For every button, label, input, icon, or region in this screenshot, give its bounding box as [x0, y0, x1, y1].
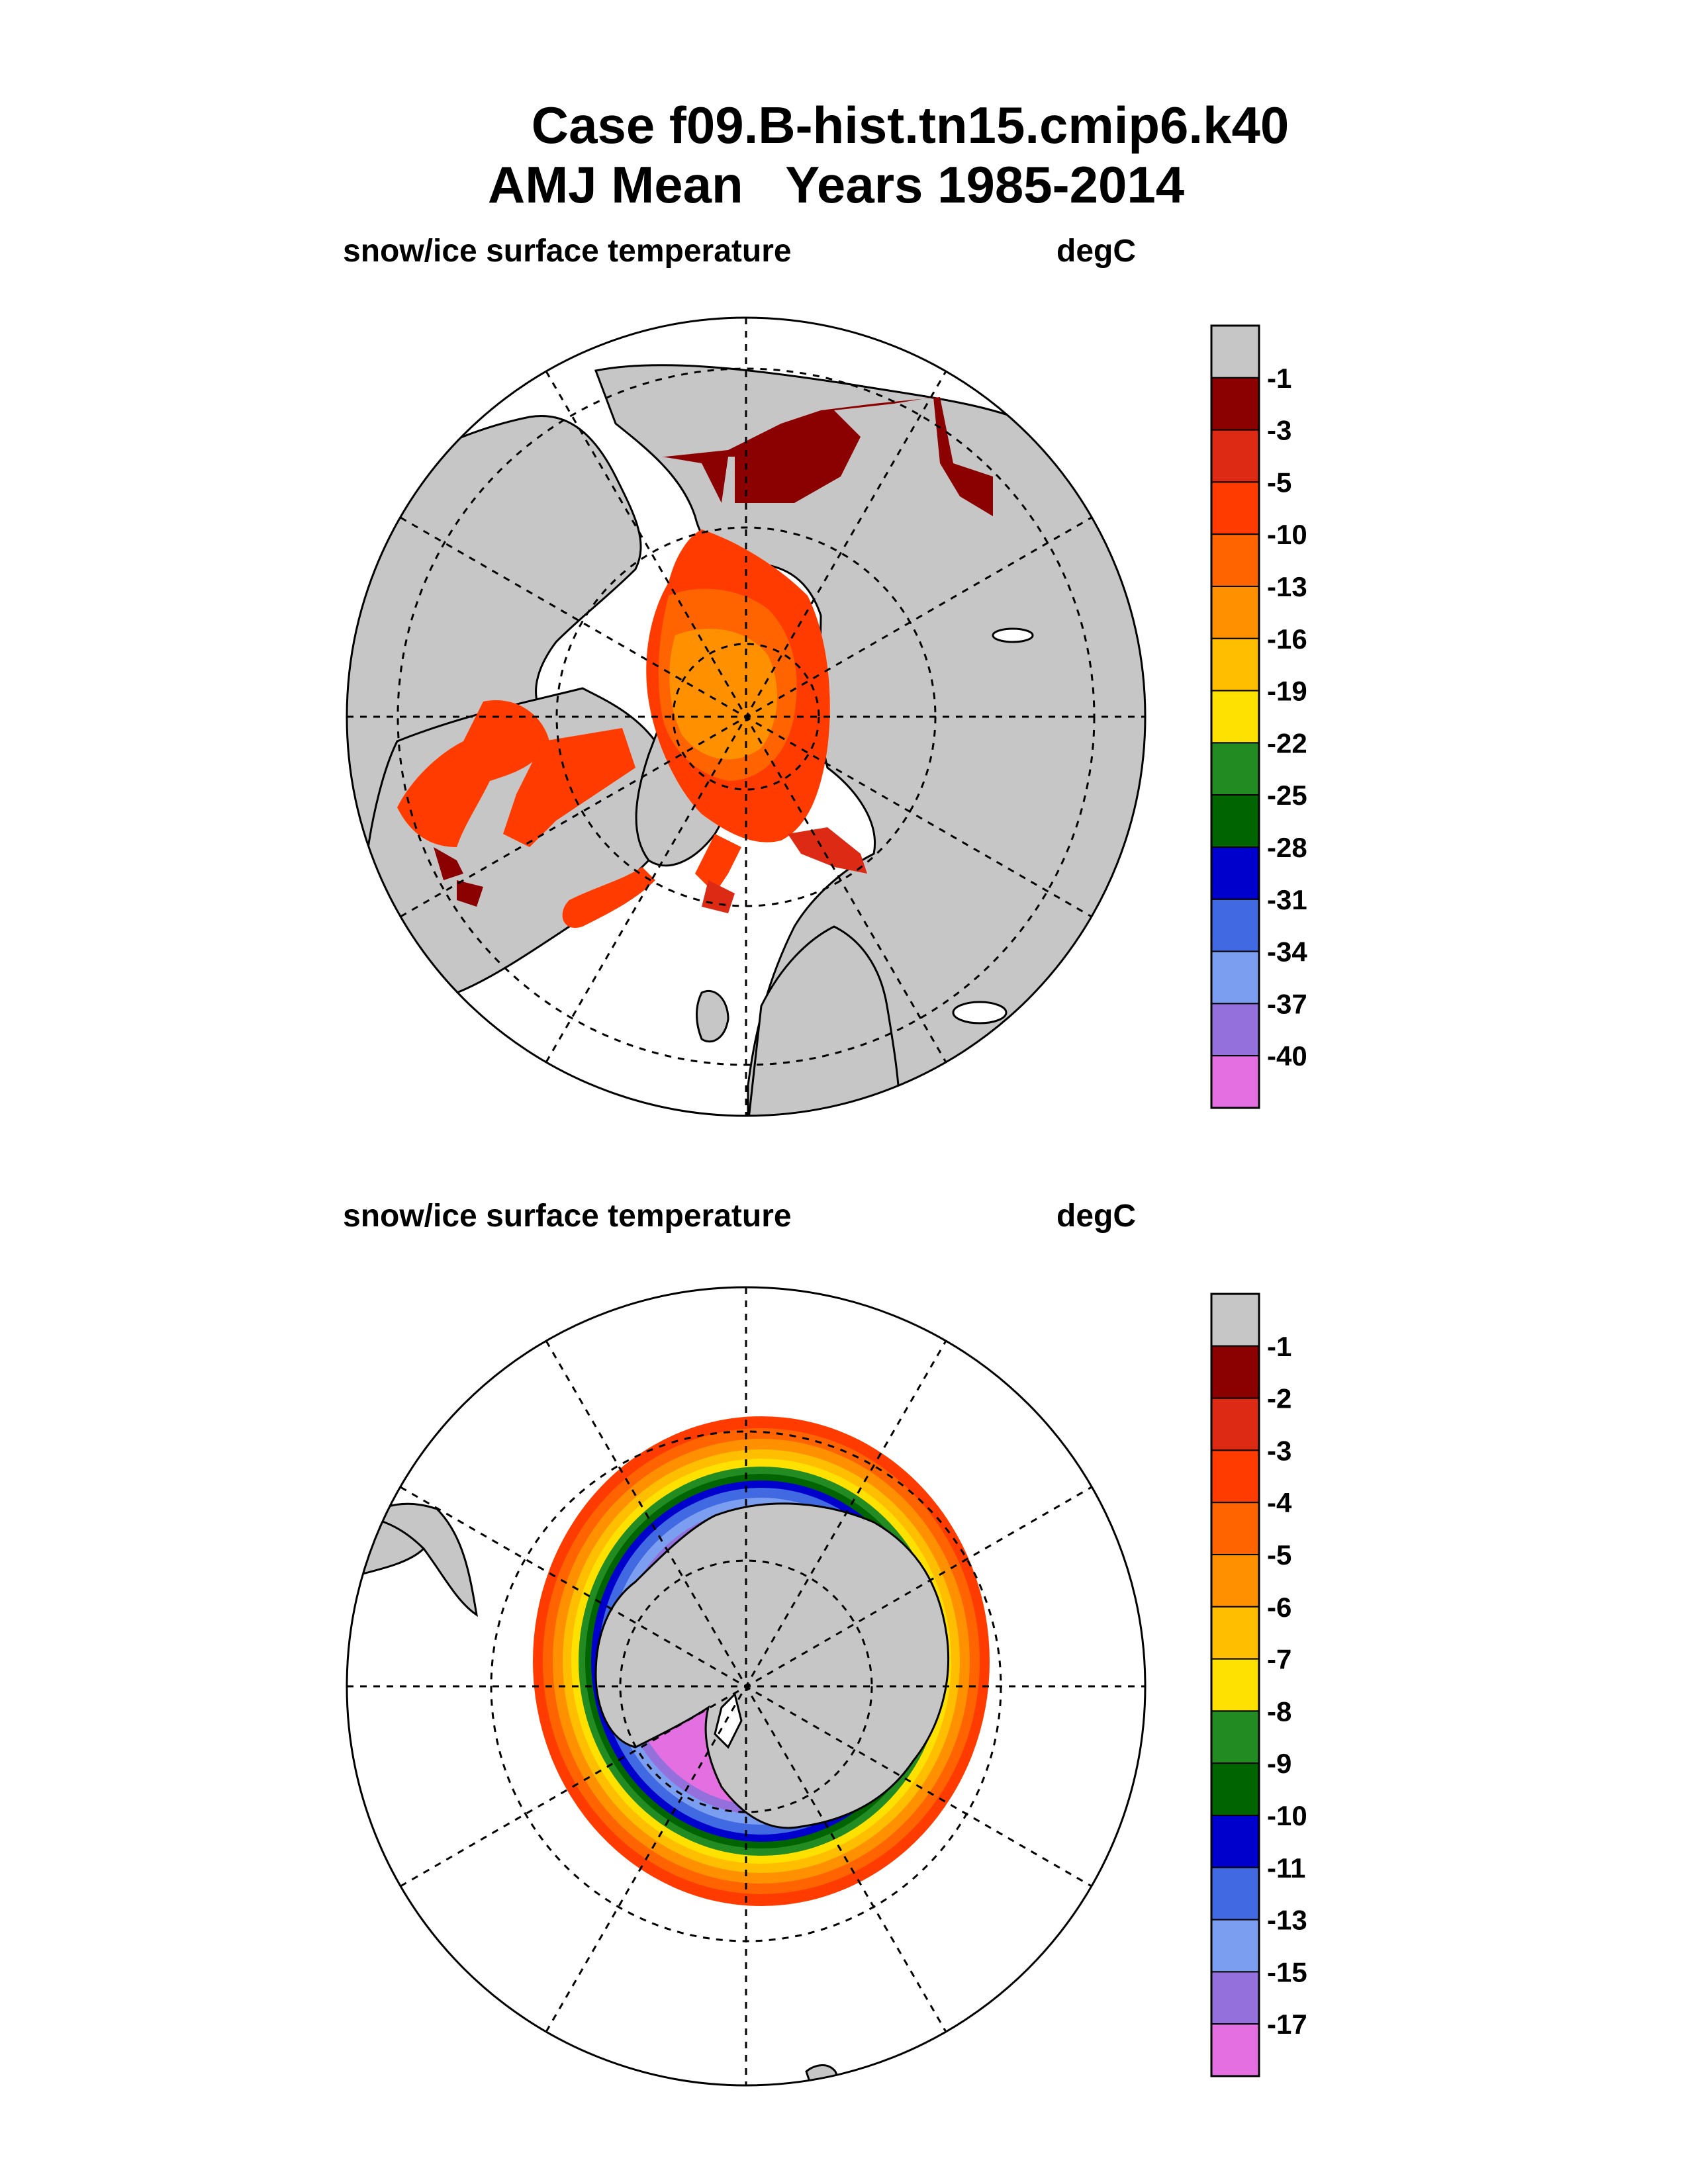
north-colorbar-box	[1211, 637, 1260, 692]
south-colorbar-tick-label: -4	[1267, 1487, 1292, 1518]
north-panel-variable-label: snow/ice surface temperature	[343, 234, 792, 269]
north-colorbar-box	[1211, 429, 1260, 483]
north-colorbar-tick-label: -37	[1267, 988, 1307, 1019]
north-colorbar-tick-label: -22	[1267, 727, 1307, 758]
north-colorbar-box	[1211, 586, 1260, 639]
north-polar-map	[346, 316, 1147, 1117]
north-colorbar-tick-label: -16	[1267, 623, 1307, 655]
south-colorbar-tick-label: -15	[1267, 1956, 1307, 1987]
south-colorbar-tick-label: -17	[1267, 2009, 1307, 2040]
south-colorbar-box	[1211, 2023, 1260, 2077]
north-colorbar-tick-label: -1	[1267, 363, 1291, 394]
south-colorbar-tick-label: -2	[1267, 1383, 1291, 1414]
south-colorbar: -1 -2 -3 -4 -5 -6 -7 -8 -9 -10 -11 -13 -15 -17	[1210, 1293, 1307, 2077]
south-colorbar-box	[1211, 1397, 1260, 1451]
south-colorbar-tick-label: -1	[1267, 1331, 1291, 1362]
south-panel-units-label: degC	[1056, 1199, 1136, 1234]
north-colorbar-box	[1211, 1055, 1260, 1109]
figure-title-case: Case f09.B-hist.tn15.cmip6.k40	[531, 96, 1289, 154]
north-colorbar-box	[1211, 846, 1260, 900]
north-colorbar-tick-label: -25	[1267, 780, 1307, 811]
south-graticule	[347, 1287, 1145, 2085]
north-colorbar-tick-label: -3	[1267, 415, 1291, 446]
south-colorbar-box	[1211, 1866, 1260, 1921]
north-sea-ice	[397, 397, 993, 928]
north-colorbar-tick-label: -13	[1267, 571, 1307, 602]
north-colorbar-box	[1211, 325, 1260, 379]
south-colorbar-tick-label: -5	[1267, 1539, 1291, 1570]
north-colorbar-box	[1211, 377, 1260, 431]
north-colorbar-tick-label: -5	[1267, 467, 1291, 498]
south-colorbar-box	[1211, 1293, 1260, 1347]
south-colorbar-tick-label: -7	[1267, 1644, 1291, 1675]
figure-title-period: AMJ Mean Years 1985-2014	[487, 156, 1185, 214]
south-colorbar-box	[1211, 1919, 1260, 1973]
north-colorbar-frame	[1210, 324, 1260, 1109]
north-colorbar-tick-label: -31	[1267, 884, 1307, 915]
north-colorbar-box	[1211, 533, 1260, 588]
south-colorbar-box	[1211, 1449, 1260, 1504]
north-colorbar-tick-label: -10	[1267, 519, 1307, 550]
south-colorbar-frame	[1210, 1293, 1260, 2077]
north-colorbar-box	[1211, 481, 1260, 535]
south-colorbar-tick-label: -13	[1267, 1905, 1307, 1936]
south-colorbar-box	[1211, 1554, 1260, 1608]
south-colorbar-box	[1211, 1502, 1260, 1555]
north-colorbar: -1 -3 -5 -10 -13 -16 -19 -22 -25 -28 -31 -34 -37 -40	[1210, 324, 1307, 1109]
south-map-boundary	[346, 1286, 1147, 2087]
south-colorbar-box	[1211, 1762, 1260, 1816]
south-colorbar-box	[1211, 1606, 1260, 1660]
south-colorbar-box	[1211, 1345, 1260, 1399]
north-panel-units-label: degC	[1056, 234, 1136, 269]
south-colorbar-tick-label: -6	[1267, 1592, 1291, 1623]
south-colorbar-tick-label: -3	[1267, 1435, 1291, 1466]
south-colorbar-tick-label: -10	[1267, 1800, 1307, 1831]
south-panel-variable-label: snow/ice surface temperature	[343, 1199, 792, 1234]
south-colorbar-tick-label: -9	[1267, 1748, 1291, 1779]
north-colorbar-box	[1211, 898, 1260, 952]
south-polar-map	[346, 1286, 1147, 2087]
north-colorbar-tick-label: -40	[1267, 1040, 1307, 1071]
north-colorbar-box	[1211, 950, 1260, 1005]
north-colorbar-tick-label: -28	[1267, 832, 1307, 863]
south-colorbar-box	[1211, 1658, 1260, 1712]
north-colorbar-box	[1211, 690, 1260, 744]
north-colorbar-box	[1211, 742, 1260, 796]
north-colorbar-box	[1211, 1003, 1260, 1057]
north-colorbar-box	[1211, 794, 1260, 848]
north-map-boundary	[346, 316, 1147, 1117]
south-colorbar-box	[1211, 1710, 1260, 1764]
north-colorbar-tick-label: -19	[1267, 676, 1307, 707]
south-colorbar-tick-label: -8	[1267, 1696, 1291, 1727]
south-colorbar-box	[1211, 1815, 1260, 1868]
south-colorbar-box	[1211, 1971, 1260, 2025]
north-graticule	[347, 318, 1145, 1116]
south-colorbar-tick-label: -11	[1267, 1852, 1305, 1884]
north-colorbar-tick-label: -34	[1267, 936, 1307, 968]
